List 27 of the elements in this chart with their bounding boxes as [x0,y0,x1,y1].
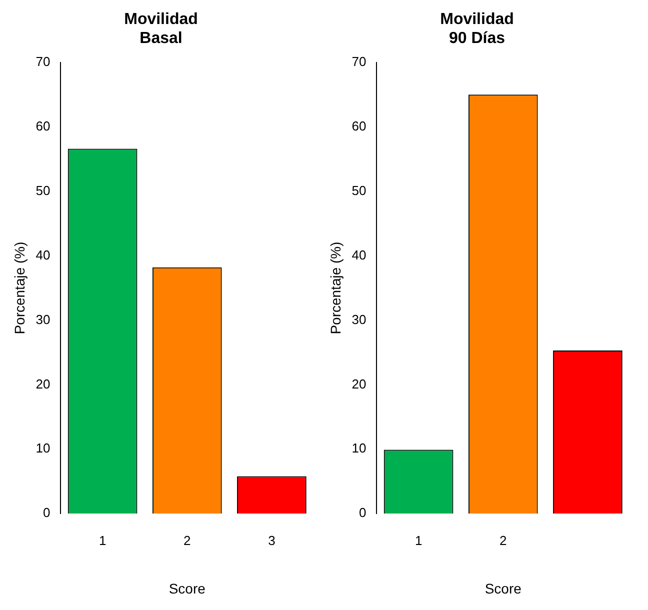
y-tick-label: 50 [352,182,366,198]
y-tick-label: 40 [36,247,50,262]
y-tick-label: 40 [352,247,366,262]
y-tick-label: 70 [352,54,366,69]
x-tick-label: 1 [414,532,422,548]
y-axis-title: Porcentaje (%) [327,242,344,334]
y-tick-label: 60 [352,118,366,134]
x-tick-label: 1 [98,532,106,548]
y-tick-label: 70 [36,54,50,69]
y-tick-label: 10 [36,440,50,456]
y-tick-label: 20 [352,376,366,392]
chart-title: Movilidad Basal [124,11,198,48]
y-tick-label: 10 [352,440,366,456]
y-axis-title: Porcentaje (%) [11,242,28,334]
x-tick-label: 3 [268,532,276,548]
chart-title: Movilidad 90 Días [440,11,514,48]
x-axis-title: Score [484,580,522,596]
x-tick-label: 2 [500,532,507,548]
x-axis-title: Score [168,580,206,596]
y-tick-label: 30 [36,312,50,327]
x-tick-label: 2 [184,532,191,548]
y-tick-label: 60 [36,118,50,134]
y-tick-label: 20 [36,376,50,392]
y-tick-label: 0 [359,505,366,520]
y-tick-label: 50 [36,182,50,198]
y-tick-label: 0 [43,505,50,520]
y-tick-label: 30 [352,312,366,327]
